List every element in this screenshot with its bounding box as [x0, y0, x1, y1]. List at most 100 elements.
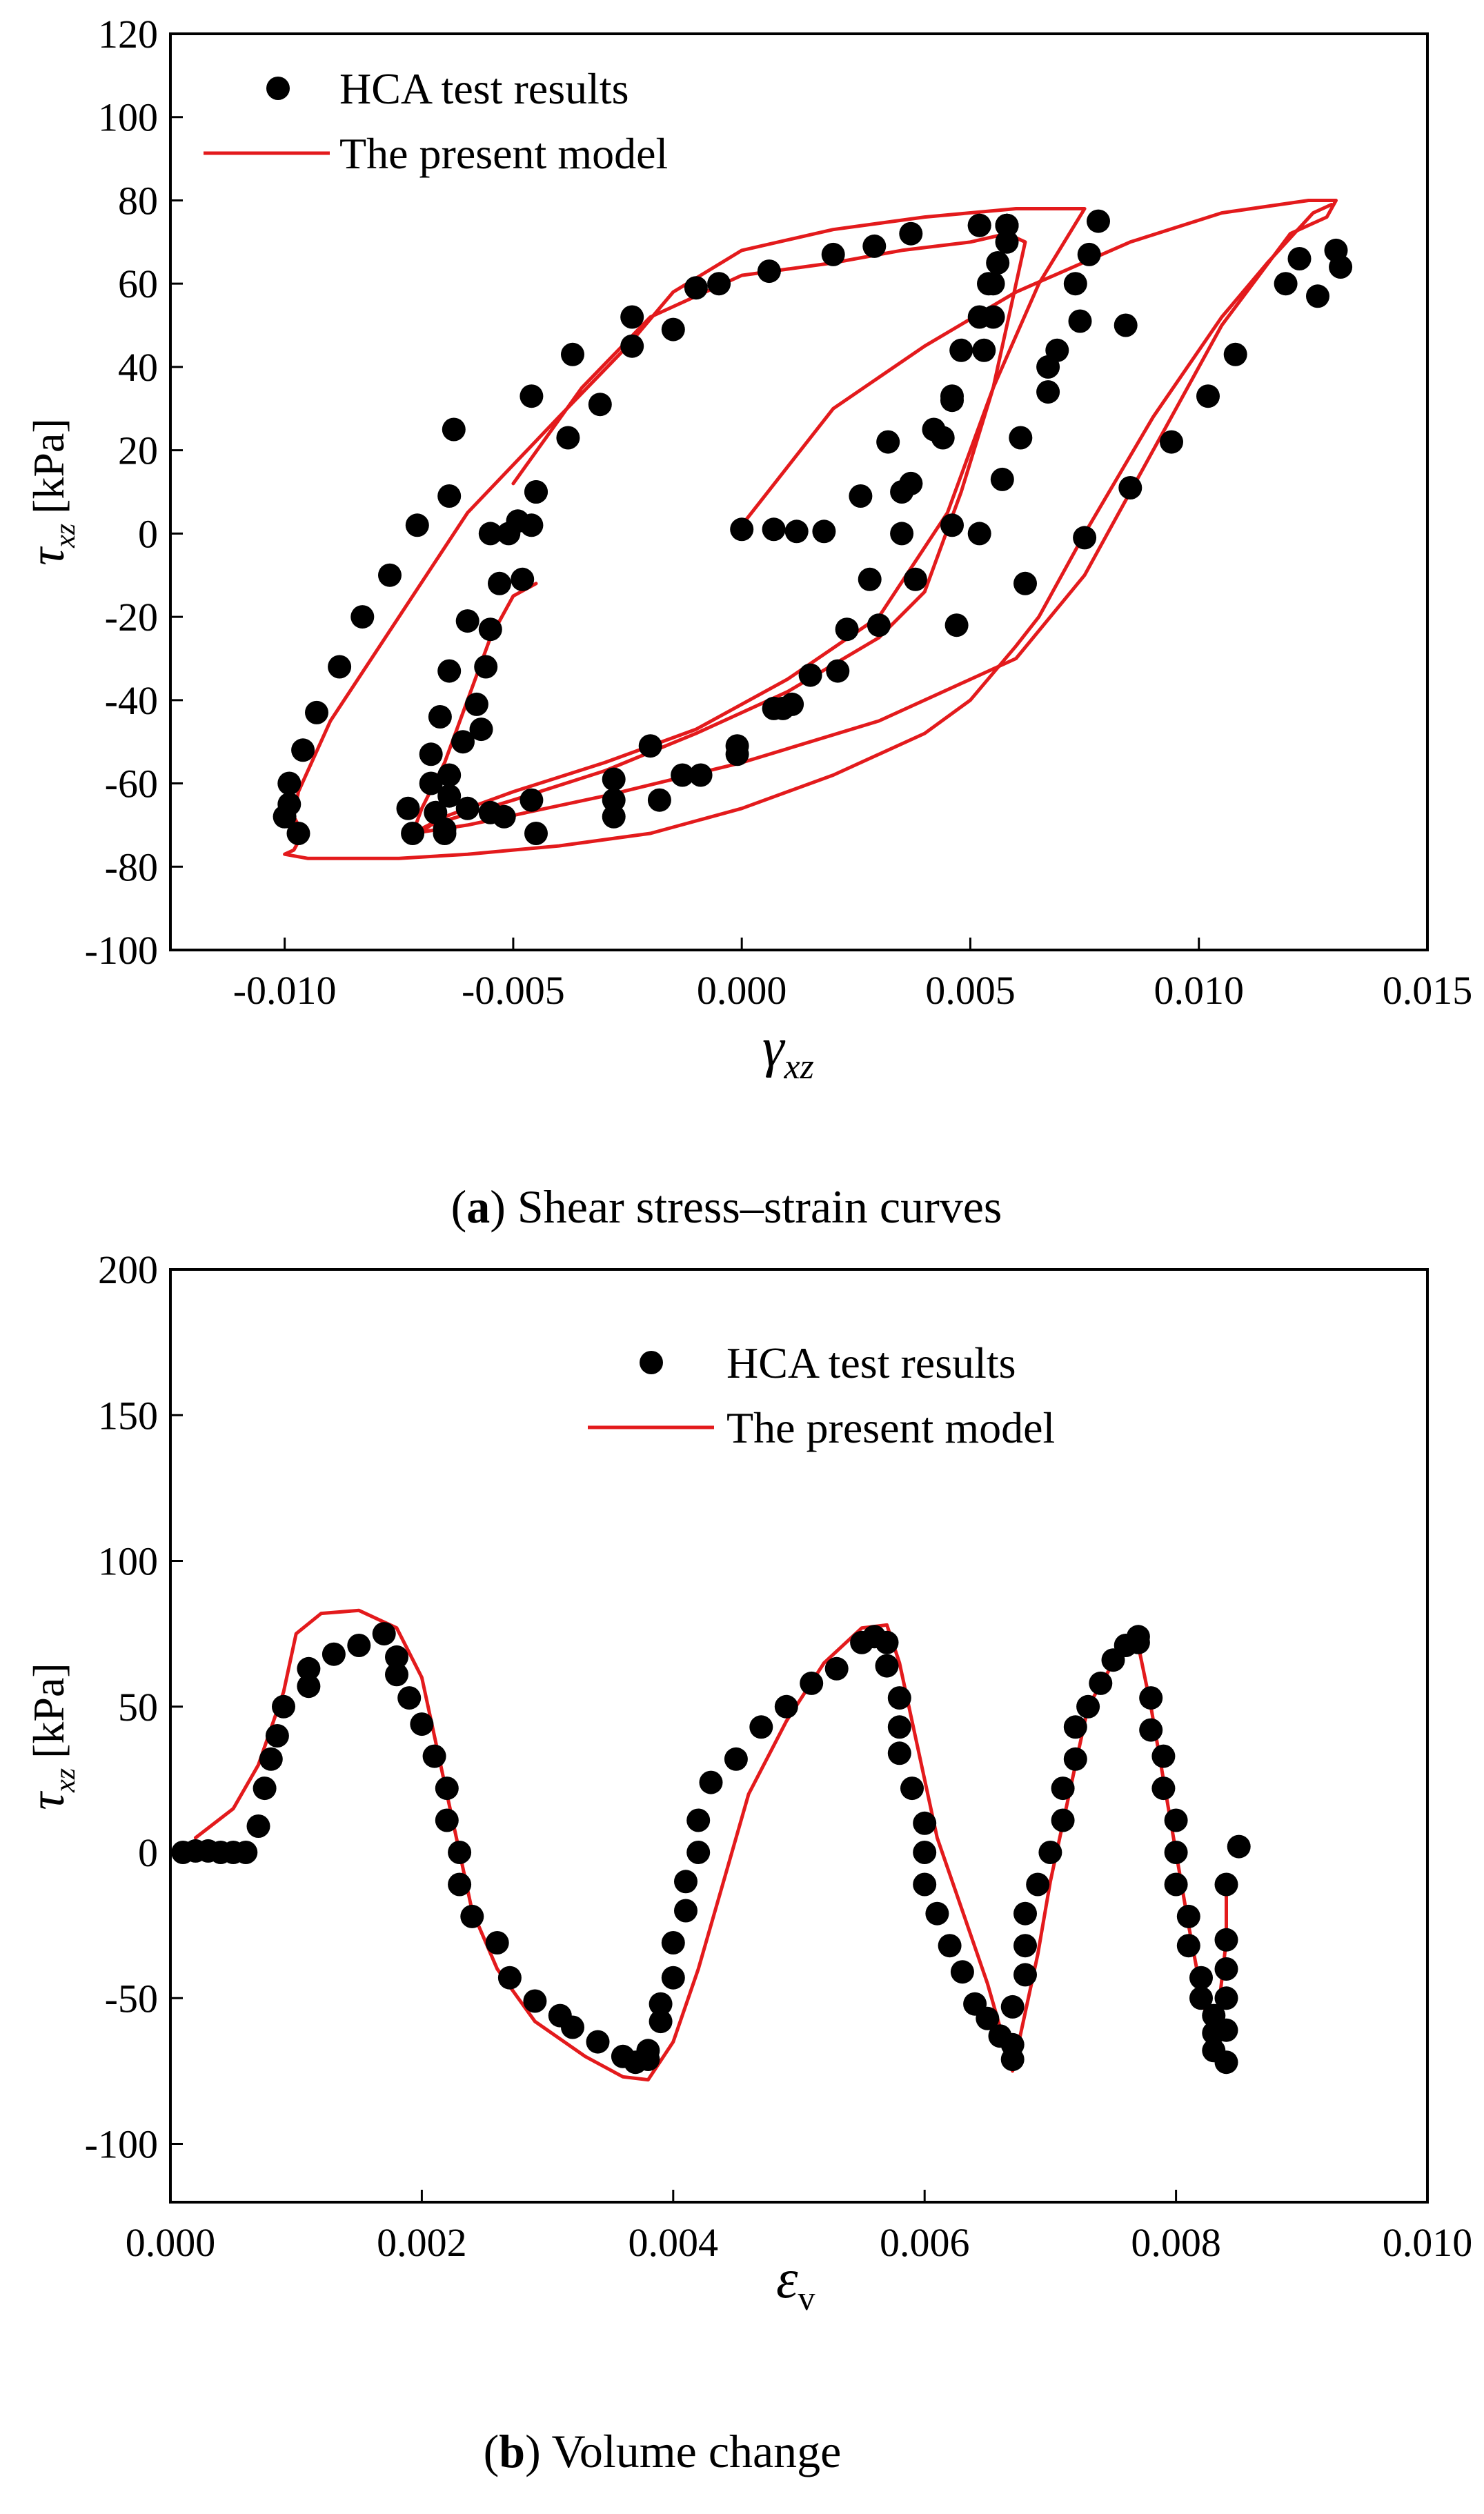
panel-b-ticks: -100 -50 0 50 100 150 200 0.000 0.002 0.004 0.006 0… — [85, 1247, 1473, 2265]
panel-b-y-axis-title: τxz[kPa] — [19, 1663, 81, 1810]
test-data-point — [448, 1872, 472, 1897]
test-data-point — [990, 467, 1014, 491]
test-data-point — [749, 1715, 773, 1739]
test-data-point — [649, 1992, 673, 2016]
test-data-point — [396, 796, 420, 820]
test-data-point — [297, 1656, 321, 1681]
test-data-point — [900, 1776, 924, 1801]
test-data-point — [1189, 1986, 1213, 2010]
test-data-point — [686, 1808, 711, 1832]
panel-b-legend: HCA test results The present model — [588, 1338, 1055, 1452]
y-tick-label: -40 — [105, 678, 158, 723]
test-data-point — [437, 763, 462, 787]
test-data-point — [981, 305, 1005, 329]
test-data-point — [647, 788, 671, 812]
test-data-point — [291, 738, 315, 762]
test-data-point — [849, 484, 873, 508]
panel-a-chart: -100 -80 -60 -40 -20 0 20 40 60 80 100 120 -0.010 -0.… — [19, 12, 1472, 1233]
test-data-point — [774, 1694, 798, 1719]
test-data-point — [561, 342, 584, 366]
test-data-point — [949, 338, 973, 362]
test-data-point — [1013, 1901, 1037, 1926]
x-tick-label: 0.002 — [377, 2220, 467, 2265]
panel-b-test-points — [171, 1622, 1251, 2075]
test-data-point — [931, 426, 955, 450]
test-data-point — [478, 522, 502, 546]
test-data-point — [464, 692, 488, 716]
test-data-point — [497, 1966, 522, 1990]
test-data-point — [1126, 1630, 1150, 1654]
svg-text:τxz[kPa]: τxz[kPa] — [19, 418, 81, 565]
test-data-point — [347, 1634, 371, 1657]
test-data-point — [1068, 309, 1092, 333]
test-data-point — [938, 1934, 962, 1958]
test-data-point — [297, 1674, 321, 1699]
test-data-point — [1063, 1747, 1087, 1771]
test-data-point — [1214, 1928, 1238, 1952]
test-data-point — [385, 1645, 408, 1669]
y-tick-label: 0 — [138, 1830, 158, 1875]
test-data-point — [1036, 380, 1060, 404]
test-data-point — [876, 430, 900, 454]
test-data-point — [455, 609, 479, 633]
test-data-point — [1063, 272, 1087, 296]
test-data-point — [1051, 1808, 1075, 1832]
test-data-point — [875, 1630, 899, 1654]
test-data-point — [321, 1642, 346, 1666]
test-data-point — [812, 519, 836, 544]
x-tick-label: 0.015 — [1383, 968, 1473, 1013]
test-data-point — [684, 276, 708, 300]
test-data-point — [674, 1870, 698, 1894]
panel-a-test-points — [273, 209, 1353, 845]
test-data-point — [636, 2039, 660, 2063]
test-data-point — [1118, 476, 1142, 499]
test-data-point — [511, 567, 535, 591]
test-data-point — [835, 617, 859, 642]
test-data-point — [469, 717, 493, 742]
y-tick-label: 50 — [118, 1685, 158, 1730]
test-data-point — [1077, 242, 1101, 266]
legend-marker-icon — [640, 1351, 663, 1374]
test-data-point — [1089, 1671, 1113, 1695]
test-data-point — [520, 384, 544, 408]
test-data-point — [887, 1686, 911, 1710]
model-curve-line — [193, 1608, 1228, 2082]
test-data-point — [455, 796, 479, 820]
test-data-point — [1013, 1934, 1037, 1958]
test-data-point — [887, 1741, 911, 1765]
model-curve-line — [410, 199, 1338, 835]
y-tick-label: -60 — [105, 762, 158, 806]
test-data-point — [674, 1899, 698, 1923]
test-data-point — [967, 213, 991, 237]
test-data-point — [435, 1776, 459, 1801]
x-tick-label: 0.000 — [697, 968, 787, 1013]
test-data-point — [867, 613, 891, 637]
test-data-point — [995, 230, 1019, 254]
test-data-point — [419, 742, 443, 766]
test-data-point — [661, 1931, 685, 1954]
panel-a-x-axis-title: γxz — [762, 1018, 814, 1087]
test-data-point — [1000, 1995, 1025, 2019]
panel-b-chart: -100 -50 0 50 100 150 200 0.000 0.002 0.004 0.006 0… — [19, 1247, 1472, 2477]
test-data-point — [1087, 209, 1110, 233]
test-data-point — [1164, 1841, 1188, 1864]
test-data-point — [259, 1747, 283, 1771]
test-data-point — [1038, 1841, 1062, 1864]
test-data-point — [460, 1904, 484, 1928]
test-data-point — [405, 513, 429, 537]
x-tick-label: 0.004 — [629, 2220, 719, 2265]
model-curve-line — [283, 203, 1334, 860]
test-data-point — [689, 763, 713, 787]
test-data-point — [350, 605, 375, 629]
y-tick-label: 200 — [98, 1247, 158, 1292]
y-tick-label: 80 — [118, 178, 158, 223]
test-data-point — [286, 822, 310, 845]
test-data-point — [435, 1808, 459, 1832]
test-data-point — [1139, 1686, 1163, 1710]
test-data-point — [277, 771, 301, 795]
test-data-point — [995, 213, 1019, 237]
test-data-point — [671, 763, 695, 787]
test-data-point — [478, 800, 502, 824]
x-tick-label: 0.000 — [126, 2220, 216, 2265]
test-data-point — [1114, 313, 1138, 337]
